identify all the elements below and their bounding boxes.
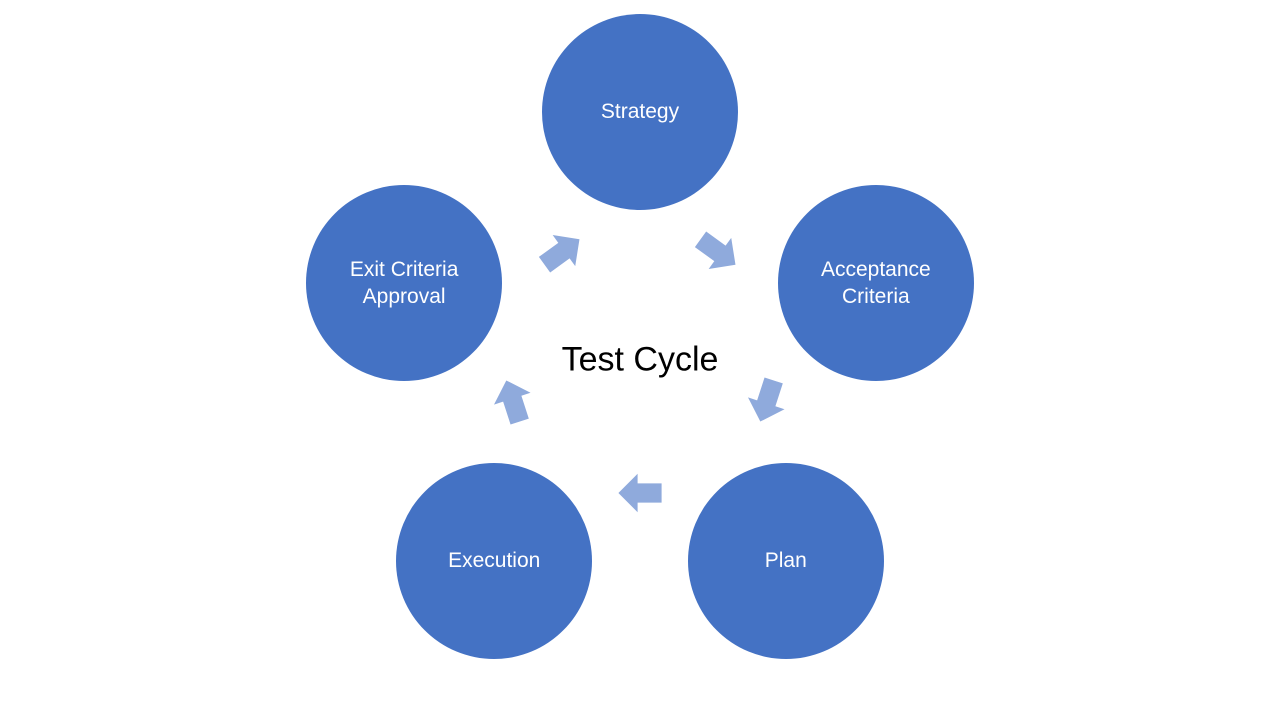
cycle-node-strategy: Strategy [542, 14, 738, 210]
cycle-node-label: Execution [448, 547, 540, 574]
cycle-node-label: AcceptanceCriteria [821, 256, 931, 311]
cycle-node-label: Strategy [601, 98, 679, 125]
cycle-diagram: Test Cycle Strategy AcceptanceCriteria Pla… [0, 0, 1280, 720]
cycle-node-exit: Exit CriteriaApproval [306, 185, 502, 381]
cycle-node-acceptance: AcceptanceCriteria [778, 185, 974, 381]
cycle-arrow-exit-to-strategy [528, 219, 595, 286]
cycle-node-execution: Execution [396, 463, 592, 659]
cycle-arrow-plan-to-execution [616, 469, 664, 517]
cycle-node-label: Exit CriteriaApproval [350, 256, 459, 311]
cycle-node-plan: Plan [688, 463, 884, 659]
diagram-center-title: Test Cycle [562, 341, 719, 380]
cycle-node-label: Plan [765, 547, 807, 574]
cycle-arrow-execution-to-exit [483, 371, 543, 431]
cycle-arrow-acceptance-to-plan [736, 371, 796, 431]
cycle-arrow-strategy-to-acceptance [685, 219, 752, 286]
